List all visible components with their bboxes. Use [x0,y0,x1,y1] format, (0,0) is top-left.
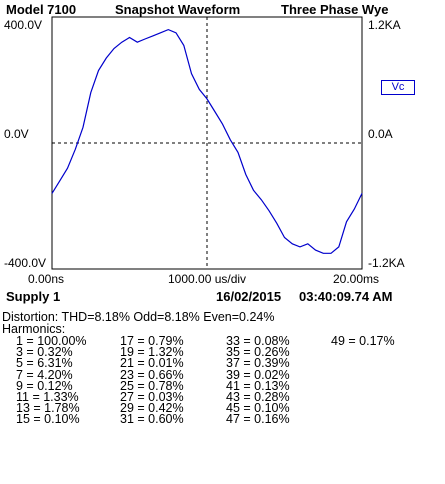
harmonic-value: 33 = 0.08% [226,334,290,348]
harmonic-value: 39 = 0.02% [226,367,290,382]
harmonic-value: 35 = 0.26% [226,345,290,360]
harmonics-column-2: 17 = 0.79% 19 = 1.32% 21 = 0.01% 23 = 0.… [120,334,184,427]
harmonic-value: 17 = 0.79% [120,334,184,348]
x-start-label: 0.00ns [28,272,65,286]
distortion-summary: Distortion: THD=8.18% Odd=8.18% Even=0.2… [2,310,275,324]
x-end-label: 20.00ms [333,272,380,286]
harmonic-value: 3 = 0.32% [16,345,73,360]
y-left-min-label: -400.0V [4,256,47,270]
harmonic-value: 25 = 0.78% [120,378,184,393]
waveform-chart [51,16,363,270]
date-label: 16/02/2015 [216,289,282,304]
harmonic-value: 29 = 0.42% [120,401,184,416]
harmonic-value: 37 = 0.39% [226,356,290,371]
harmonic-value: 11 = 1.33% [16,390,79,405]
chart-title: Snapshot Waveform [115,2,241,17]
harmonic-value: 49 = 0.17% [331,334,395,348]
series-line-vc [51,28,363,254]
y-left-zero-label: 0.0V [4,127,29,141]
harmonic-value: 41 = 0.13% [226,378,290,393]
harmonics-column-4: 49 = 0.17% [331,334,395,348]
harmonic-value: 15 = 0.10% [16,412,80,427]
harmonic-value: 13 = 1.78% [16,401,80,416]
harmonic-value: 9 = 0.12% [16,378,73,393]
harmonic-value: 19 = 1.32% [120,345,184,360]
y-right-min-label: -1.2KA [368,256,405,270]
harmonic-value: 1 = 100.00% [16,334,87,348]
harmonics-column-1: 1 = 100.00% 3 = 0.32% 5 = 6.31% 7 = 4.20… [16,334,87,427]
harmonic-value: 43 = 0.28% [226,390,290,405]
harmonic-value: 21 = 0.01% [120,356,184,371]
harmonic-value: 31 = 0.60% [120,412,184,427]
harmonic-value: 7 = 4.20% [16,367,73,382]
legend-vc: Vc [381,80,415,95]
harmonic-value: 23 = 0.66% [120,367,184,382]
harmonic-value: 5 = 6.31% [16,356,73,371]
mode-label: Three Phase Wye [281,2,389,17]
harmonic-value: 27 = 0.03% [120,390,184,405]
y-right-max-label: 1.2KA [368,18,401,32]
harmonics-heading: Harmonics: [2,322,66,336]
time-label: 03:40:09.74 AM [299,289,393,304]
harmonics-column-3: 33 = 0.08% 35 = 0.26% 37 = 0.39% 39 = 0.… [226,334,290,427]
y-left-max-label: 400.0V [4,18,43,32]
harmonic-value: 47 = 0.16% [226,412,290,427]
y-right-zero-label: 0.0A [368,127,393,141]
model-label: Model 7100 [6,2,77,17]
harmonic-value: 45 = 0.10% [226,401,290,416]
x-division-label: 1000.00 us/div [168,272,247,286]
supply-label: Supply 1 [6,289,61,304]
